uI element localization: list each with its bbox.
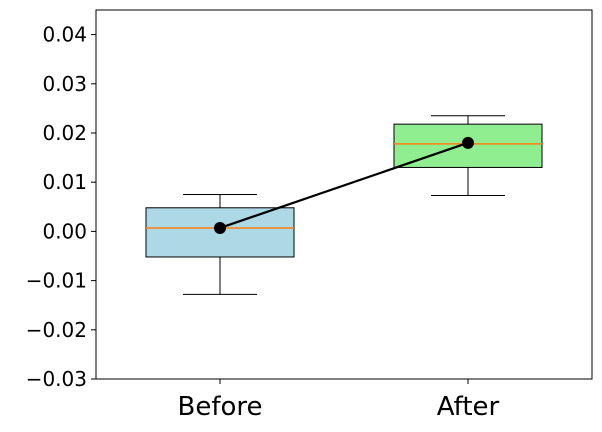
y-tick-label: 0.00 bbox=[42, 219, 87, 243]
mean-point-after bbox=[462, 136, 474, 149]
y-tick-label: 0.02 bbox=[42, 121, 87, 145]
y-tick-label: 0.01 bbox=[42, 170, 87, 194]
y-tick-label: 0.04 bbox=[42, 23, 87, 47]
box-after bbox=[393, 115, 543, 196]
mean-point-before bbox=[214, 221, 226, 234]
x-tick-label-after: After bbox=[437, 392, 500, 422]
y-tick-label: 0.03 bbox=[42, 72, 87, 96]
y-tick-label: −0.02 bbox=[26, 318, 87, 342]
mean-connector-line bbox=[219, 141, 469, 229]
x-axis: Before After bbox=[177, 379, 500, 422]
y-tick-label: −0.03 bbox=[26, 367, 87, 391]
y-tick-label: −0.01 bbox=[26, 269, 87, 293]
mean-line-layer bbox=[214, 136, 474, 234]
y-axis: −0.03 −0.02 −0.01 0.00 0.01 0.02 0.03 0.04 bbox=[26, 23, 96, 391]
x-tick-label-before: Before bbox=[177, 392, 262, 422]
boxes-layer bbox=[145, 115, 543, 295]
plot-frame bbox=[95, 9, 593, 380]
